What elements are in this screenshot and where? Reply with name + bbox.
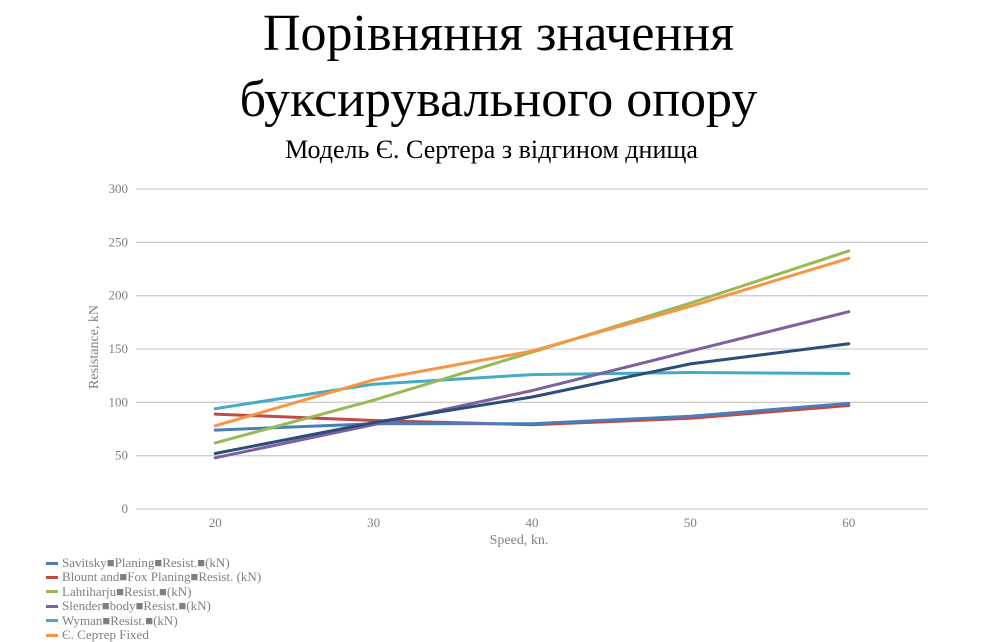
- y-tick-label: 300: [109, 181, 129, 196]
- legend-swatch: [46, 576, 58, 580]
- y-tick-label: 150: [109, 341, 129, 356]
- series-line-1: [213, 404, 851, 427]
- series-line-3: [213, 310, 851, 460]
- y-tick-label: 0: [122, 501, 129, 516]
- x-tick-label: 30: [367, 515, 380, 530]
- legend-label: Savitsky■Planing■Resist.■(kN): [62, 555, 230, 570]
- legend-item: Savitsky■Planing■Resist.■(kN): [46, 555, 261, 570]
- series-line-4: [213, 371, 851, 411]
- series-line-6: [213, 342, 851, 455]
- legend-swatch: [46, 619, 58, 623]
- legend-swatch: [46, 633, 58, 637]
- y-tick-label: 200: [109, 288, 129, 303]
- series-line-5: [213, 256, 851, 428]
- chart-title-line-1: Порівняння значення: [262, 5, 735, 62]
- legend-item: Blount and■Fox Planing■Resist. (kN): [46, 569, 262, 585]
- series-lines: [213, 249, 851, 460]
- legend-item: Lahtiharju■Resist.■(kN): [46, 583, 261, 599]
- x-tick-label: 40: [526, 515, 539, 530]
- x-tick-label: 50: [684, 515, 697, 530]
- legend-label: Slender■body■Resist.■(kN): [62, 598, 211, 614]
- chart-subtitle: Модель Є. Сертера з відгином днища: [285, 135, 698, 164]
- x-axis-ticks: 20 30 40 50 60: [209, 515, 856, 530]
- legend-label: Є. Сертер Fixed: [62, 626, 149, 642]
- x-axis-title: Speed, kn.: [490, 533, 549, 548]
- y-tick-label: 250: [109, 234, 129, 249]
- chart-title-line-2: буксирувального опору: [239, 71, 758, 128]
- x-tick-label: 60: [842, 515, 855, 530]
- y-tick-label: 50: [115, 448, 128, 463]
- series-line-0: [213, 401, 851, 432]
- chart-legend: Savitsky■Planing■Resist.■(kN) Blount and■…: [46, 555, 262, 642]
- y-axis-title: Resistance, kN: [87, 305, 102, 389]
- legend-swatch: [46, 590, 58, 594]
- legend-label: Wyman■Resist.■(kN): [62, 612, 178, 628]
- legend-item: Є. Сертер Fixed: [46, 626, 261, 642]
- y-axis-ticks: 0 50 100 150 200 250 300: [109, 181, 129, 516]
- legend-label: Lahtiharju■Resist.■(kN): [62, 583, 192, 599]
- y-tick-label: 100: [109, 394, 129, 409]
- x-tick-label: 20: [209, 515, 222, 530]
- legend-label: Blount and■Fox Planing■Resist. (kN): [62, 569, 262, 585]
- legend-swatch: [46, 604, 58, 608]
- legend-swatch: [46, 561, 58, 565]
- legend-item: Slender■body■Resist.■(kN): [46, 598, 261, 614]
- legend-item: Wyman■Resist.■(kN): [46, 612, 261, 628]
